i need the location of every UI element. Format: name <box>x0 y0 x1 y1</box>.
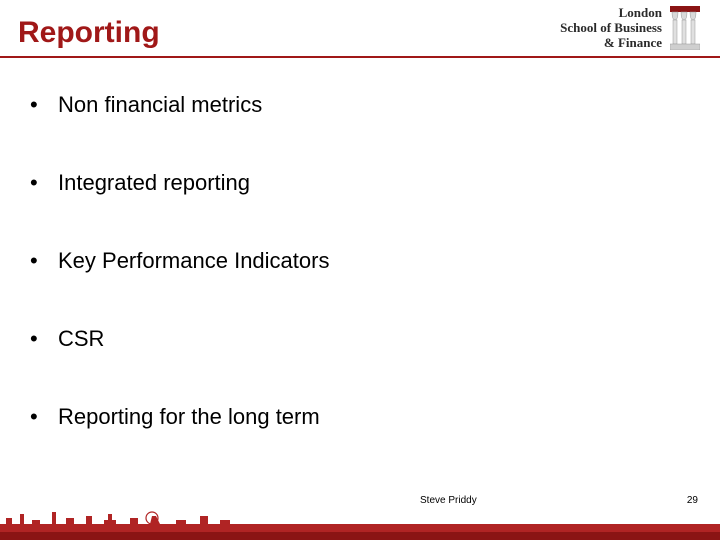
skyline-decoration <box>0 508 720 532</box>
bullet-dot-icon: • <box>30 170 58 196</box>
logo: London School of Business & Finance <box>560 6 700 51</box>
bullet-dot-icon: • <box>30 326 58 352</box>
bullet-item: •Non financial metrics <box>30 92 590 118</box>
title-underline <box>0 56 720 58</box>
logo-column-icon <box>670 6 700 50</box>
bottom-bar <box>0 532 720 540</box>
bullet-label: Integrated reporting <box>58 170 250 196</box>
bullet-label: CSR <box>58 326 104 352</box>
bullet-item: •Integrated reporting <box>30 170 590 196</box>
logo-line-3: & Finance <box>560 36 662 51</box>
footer-page-number: 29 <box>687 495 698 506</box>
logo-text: London School of Business & Finance <box>560 6 662 51</box>
bullet-item: •Reporting for the long term <box>30 404 590 430</box>
bullet-dot-icon: • <box>30 248 58 274</box>
bullet-label: Key Performance Indicators <box>58 248 329 274</box>
bullet-dot-icon: • <box>30 92 58 118</box>
bullet-item: •CSR <box>30 326 590 352</box>
bullet-item: •Key Performance Indicators <box>30 248 590 274</box>
slide-title: Reporting <box>18 16 160 50</box>
bullet-dot-icon: • <box>30 404 58 430</box>
bullet-label: Non financial metrics <box>58 92 262 118</box>
bullet-label: Reporting for the long term <box>58 404 320 430</box>
logo-line-1: London <box>560 6 662 21</box>
bullet-list: •Non financial metrics•Integrated report… <box>30 92 590 482</box>
logo-line-2: School of Business <box>560 21 662 36</box>
footer-author: Steve Priddy <box>420 495 477 506</box>
